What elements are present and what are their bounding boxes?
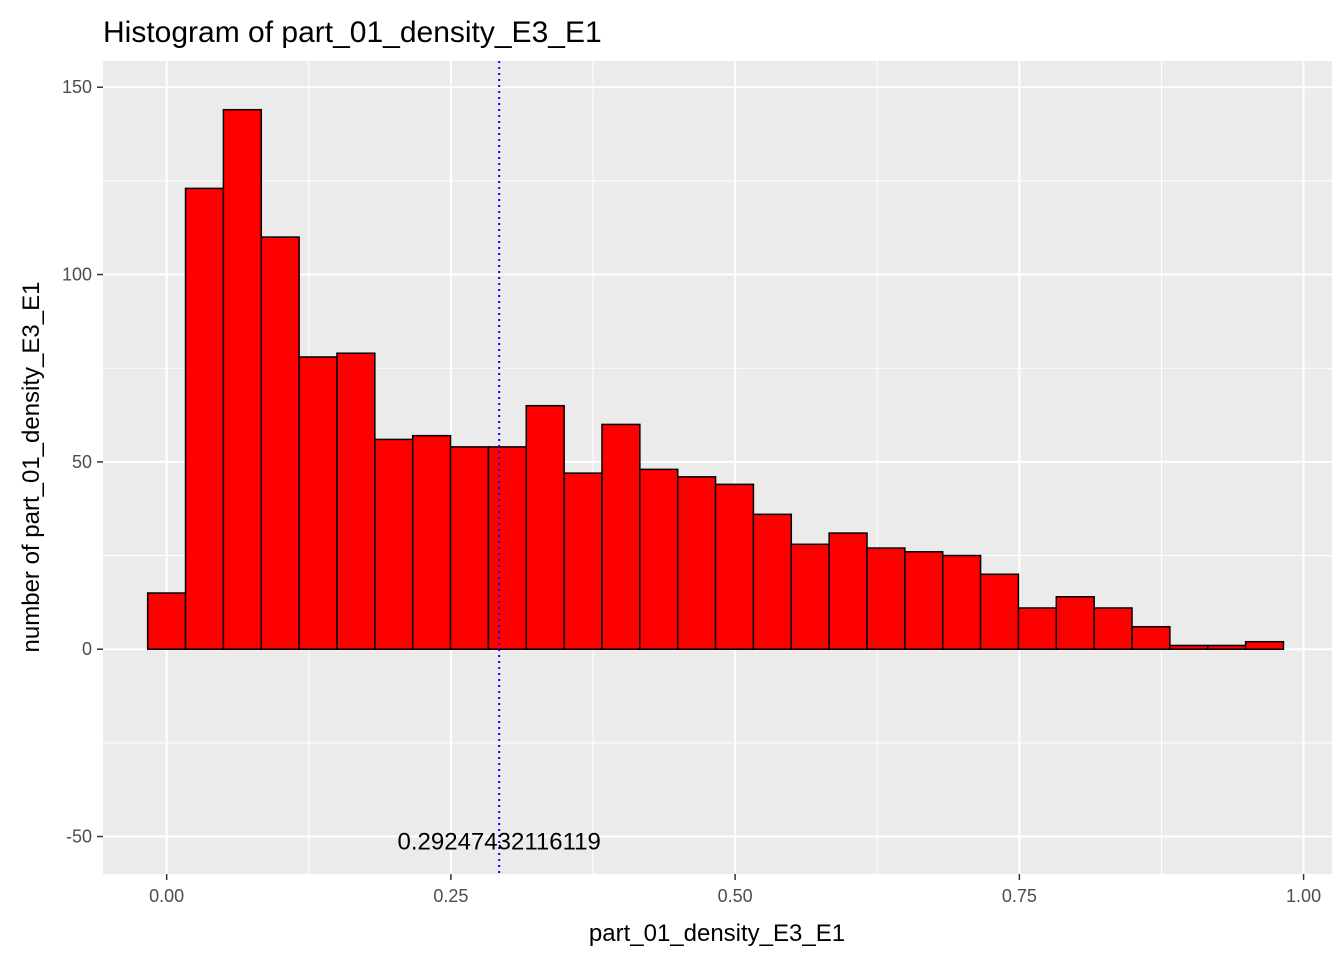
histogram-bar — [904, 551, 944, 650]
y-tick-label: 0 — [82, 639, 92, 659]
histogram-bar — [563, 472, 603, 650]
x-tick-label: 1.00 — [1286, 886, 1321, 906]
histogram-bar — [1244, 640, 1285, 650]
x-tick-label: 0.00 — [149, 886, 184, 906]
histogram-bar — [1206, 644, 1247, 650]
x-axis-title: part_01_density_E3_E1 — [589, 920, 845, 947]
y-tick-label: -50 — [66, 827, 92, 847]
histogram-bar — [601, 423, 641, 650]
histogram-bar — [639, 468, 679, 650]
mean-annotation: 0.29247432116119 — [398, 828, 601, 855]
histogram-bar — [866, 547, 906, 650]
histogram-bar — [184, 187, 225, 650]
histogram-bar — [146, 592, 187, 650]
histogram-bar — [525, 404, 565, 650]
histogram-bar — [449, 446, 490, 650]
histogram-bars — [146, 108, 1285, 650]
y-axis: -50 0 50 100 150 — [62, 77, 103, 847]
x-axis: 0.00 0.25 0.50 0.75 1.00 — [149, 874, 1321, 906]
histogram-bar — [1017, 607, 1058, 650]
histogram-bar — [676, 476, 717, 650]
histogram-bar — [979, 573, 1020, 650]
y-tick-label: 150 — [62, 77, 92, 97]
x-tick-label: 0.75 — [1002, 886, 1037, 906]
histogram-bar — [1055, 596, 1095, 650]
histogram-bar — [222, 108, 263, 650]
histogram-bar — [298, 356, 338, 650]
histogram-bar — [941, 554, 982, 650]
histogram-bar — [790, 543, 830, 650]
chart-title: Histogram of part_01_density_E3_E1 — [103, 16, 602, 49]
histogram-bar — [336, 352, 376, 650]
y-tick-label: 50 — [72, 452, 92, 472]
histogram-bar — [1131, 625, 1171, 650]
histogram-bar — [1169, 644, 1209, 650]
histogram-bar — [714, 483, 755, 650]
histogram-bar — [374, 438, 414, 650]
histogram-bar — [752, 513, 793, 650]
x-tick-label: 0.25 — [433, 886, 468, 906]
histogram-bar — [411, 434, 452, 650]
histogram-bar — [487, 446, 528, 650]
y-tick-label: 100 — [62, 265, 92, 285]
histogram-bar — [260, 236, 300, 650]
y-axis-title: number of part_01_density_E3_E1 — [18, 282, 45, 653]
histogram-bar — [828, 532, 868, 650]
x-tick-label: 0.50 — [718, 886, 753, 906]
histogram-bar — [1093, 607, 1133, 650]
